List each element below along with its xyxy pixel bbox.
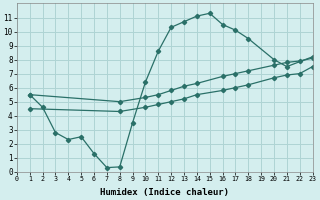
X-axis label: Humidex (Indice chaleur): Humidex (Indice chaleur): [100, 188, 229, 197]
